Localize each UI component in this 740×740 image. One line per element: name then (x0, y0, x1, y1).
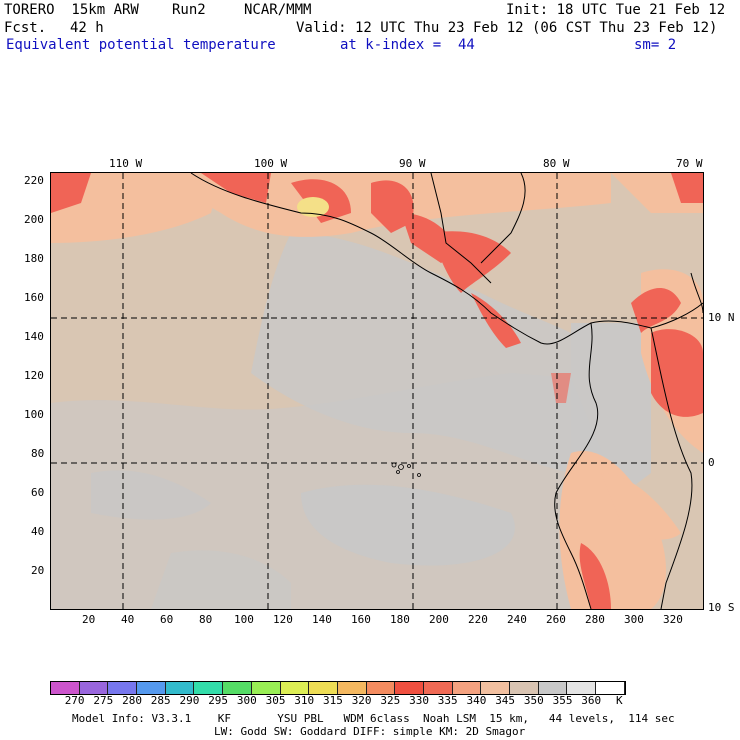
color-bar-label: 275 (93, 694, 114, 707)
y-tick: 100 (24, 408, 44, 421)
color-bar-label: 270 (64, 694, 85, 707)
color-bar-label: 320 (351, 694, 372, 707)
lon-label-70w: 70 W (676, 157, 703, 170)
color-bar-swatch (194, 682, 224, 694)
x-tick: 100 (234, 613, 254, 626)
color-bar-label: 310 (294, 694, 315, 707)
lon-label-100w: 100 W (254, 157, 288, 170)
color-bar-swatch (51, 682, 80, 694)
color-bar-swatch (337, 682, 367, 694)
coastlines (190, 173, 703, 609)
model-info-line-1: Model Info: V3.3.1 KF YSU PBL WDM 6class… (72, 712, 675, 725)
y-tick: 80 (31, 447, 45, 460)
level-index: at k-index = 44 (340, 37, 475, 53)
color-bar-label: 345 (495, 694, 516, 707)
color-bar-swatch (538, 682, 568, 694)
color-bar-label: 295 (208, 694, 229, 707)
x-tick: 220 (468, 613, 488, 626)
x-tick: 300 (624, 613, 644, 626)
color-bar-label: 325 (380, 694, 401, 707)
max-theta-e-spot (297, 197, 329, 217)
x-tick: 200 (429, 613, 449, 626)
color-bar-swatch (366, 682, 396, 694)
color-bar-swatch (165, 682, 195, 694)
x-tick: 240 (507, 613, 527, 626)
color-bar-label: 340 (466, 694, 487, 707)
valid-time: Valid: 12 UTC Thu 23 Feb 12 (06 CST Thu … (296, 20, 718, 36)
theta-e-map (50, 172, 704, 610)
y-tick: 200 (24, 213, 44, 226)
color-bar-label: 280 (122, 694, 142, 707)
color-bar-swatch (481, 682, 510, 694)
color-bar-swatch (251, 682, 281, 694)
model-name: TORERO 15km ARW (4, 2, 139, 18)
color-bar-label: 350 (523, 694, 544, 707)
color-bar (50, 681, 626, 695)
x-tick: 180 (390, 613, 410, 626)
color-bar-label: 355 (552, 694, 573, 707)
field-name: Equivalent potential temperature (6, 37, 276, 53)
color-bar-swatch (510, 682, 539, 694)
color-bar-label: 335 (437, 694, 458, 707)
x-tick: 80 (199, 613, 213, 626)
y-tick: 140 (24, 330, 44, 343)
y-tick: 120 (24, 369, 44, 382)
lon-label-110w: 110 W (109, 157, 143, 170)
x-tick: 260 (546, 613, 566, 626)
smoothing: sm= 2 (634, 37, 677, 53)
x-tick: 60 (160, 613, 174, 626)
run-label: Run2 (172, 2, 206, 18)
color-bar-swatch (452, 682, 482, 694)
color-bar-swatch (280, 682, 310, 694)
color-bar-label: 315 (323, 694, 343, 707)
color-bar-swatch (137, 682, 166, 694)
y-tick: 40 (31, 525, 45, 538)
lat-label-0: 0 (708, 456, 715, 469)
color-bar-label: 360 (581, 694, 602, 707)
color-bar-label: 290 (179, 694, 200, 707)
color-bar-swatch (567, 682, 597, 694)
color-bar-label: 285 (150, 694, 171, 707)
init-time: Init: 18 UTC Tue 21 Feb 12 (506, 2, 726, 18)
color-bar-swatch (423, 682, 453, 694)
x-tick: 160 (351, 613, 371, 626)
color-bar-label: 330 (409, 694, 429, 707)
color-bar-swatch (108, 682, 138, 694)
model-info-line-2: LW: Godd SW: Goddard DIFF: simple KM: 2D… (214, 725, 526, 738)
x-tick: 120 (273, 613, 293, 626)
forecast-hour: 42 h (70, 20, 104, 36)
lat-label-10s: 10 S (708, 601, 735, 614)
map-canvas (51, 173, 703, 609)
color-bar-swatch (596, 682, 625, 694)
y-tick: 180 (24, 252, 44, 265)
y-tick: 160 (24, 291, 44, 304)
x-tick: 40 (121, 613, 135, 626)
x-tick: 320 (663, 613, 683, 626)
x-tick: 140 (312, 613, 332, 626)
x-tick: 20 (82, 613, 96, 626)
lat-label-10n: 10 N (708, 311, 735, 324)
y-tick: 20 (31, 564, 45, 577)
lon-label-80w: 80 W (543, 157, 570, 170)
color-bar-swatch (79, 682, 109, 694)
forecast-label: Fcst. (4, 20, 47, 36)
lat-lon-grid (51, 173, 703, 609)
color-bar-swatch (309, 682, 338, 694)
y-tick: 60 (31, 486, 45, 499)
galapagos-islands (391, 462, 421, 477)
y-tick: 220 (24, 174, 44, 187)
color-bar-swatch (395, 682, 424, 694)
color-bar-label: 300 (236, 694, 257, 707)
lon-label-90w: 90 W (399, 157, 426, 170)
color-bar-label: 305 (265, 694, 286, 707)
hot-field-patches (51, 173, 703, 609)
org-label: NCAR/MMM (244, 2, 312, 18)
color-bar-swatch (223, 682, 252, 694)
x-tick: 280 (585, 613, 605, 626)
color-bar-label: K (616, 694, 623, 707)
